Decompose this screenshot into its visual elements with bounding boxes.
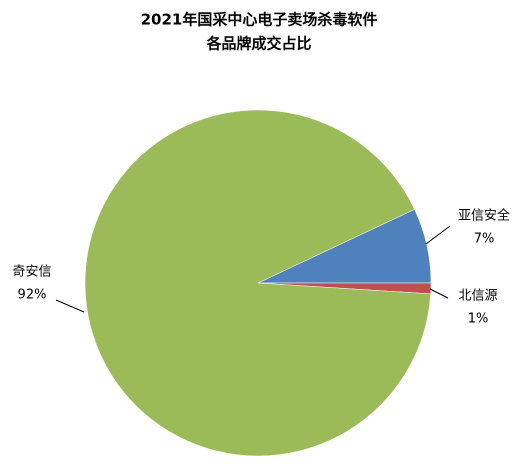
slice-label: 北信源: [458, 289, 497, 304]
leader-line: [425, 225, 451, 245]
chart-title: 各品牌成交占比: [205, 35, 311, 53]
pie-slice: [84, 109, 431, 457]
value-label: 7%: [474, 232, 495, 247]
chart-title: 2021年国采中心电子卖场杀毒软件: [141, 11, 378, 29]
slice-label: 亚信安全: [458, 208, 510, 224]
value-label: 92%: [18, 288, 47, 303]
leader-line: [55, 299, 85, 313]
slice-label: 奇安信: [12, 264, 51, 280]
value-label: 1%: [468, 312, 489, 327]
leader-line: [429, 288, 449, 299]
